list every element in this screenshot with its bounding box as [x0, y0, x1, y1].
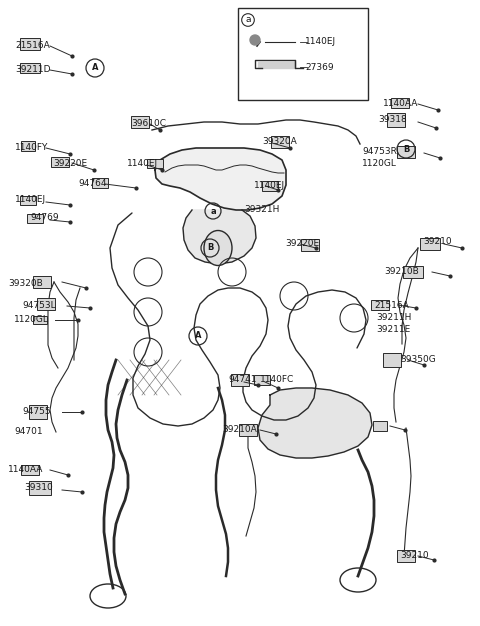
Text: 1140EJ: 1140EJ [127, 158, 158, 168]
Text: A: A [92, 63, 98, 73]
Text: 1140FY: 1140FY [15, 143, 48, 153]
Text: 1140EJ: 1140EJ [305, 38, 336, 46]
Text: 94755: 94755 [22, 408, 50, 416]
Text: 94753R: 94753R [362, 148, 397, 156]
Text: B: B [207, 244, 213, 252]
Bar [301, 239, 319, 251]
Text: 94753L: 94753L [22, 300, 56, 309]
Bar [231, 374, 249, 386]
Bar [391, 98, 409, 108]
Bar [239, 424, 257, 436]
Bar [254, 375, 270, 385]
Text: 39211H: 39211H [376, 314, 411, 322]
Text: 94701: 94701 [14, 428, 43, 436]
Bar [373, 421, 387, 431]
Text: 39220E: 39220E [53, 158, 87, 168]
Polygon shape [183, 210, 256, 264]
Text: 1140FC: 1140FC [260, 376, 294, 384]
Bar [37, 298, 55, 310]
Text: 94769: 94769 [30, 213, 59, 222]
Bar [271, 136, 289, 148]
Text: a: a [210, 207, 216, 215]
Text: 39210: 39210 [400, 552, 429, 560]
Polygon shape [258, 388, 372, 458]
Bar [21, 465, 39, 475]
Text: 21516A: 21516A [15, 41, 50, 51]
Text: 39210B: 39210B [384, 267, 419, 277]
Bar [29, 405, 47, 419]
Circle shape [250, 35, 260, 45]
Bar [20, 63, 40, 73]
Bar [27, 213, 43, 222]
Bar [403, 266, 423, 278]
Text: B: B [403, 145, 409, 153]
Text: 39318: 39318 [378, 116, 407, 125]
Text: 1120GL: 1120GL [362, 160, 397, 168]
Text: 39320B: 39320B [8, 279, 43, 287]
Text: A: A [195, 332, 201, 341]
Bar [397, 146, 415, 158]
Text: 39220E: 39220E [285, 239, 319, 247]
Bar [131, 116, 149, 128]
Ellipse shape [204, 230, 232, 265]
Text: 1140AA: 1140AA [8, 466, 43, 475]
Bar [387, 113, 405, 127]
Text: 39210A: 39210A [222, 426, 257, 434]
Text: 39610C: 39610C [131, 120, 166, 128]
Bar [51, 157, 69, 167]
Bar [371, 300, 389, 310]
Bar [383, 353, 401, 367]
FancyBboxPatch shape [238, 8, 368, 100]
Bar [262, 181, 278, 191]
Polygon shape [258, 62, 295, 68]
Bar [21, 141, 35, 151]
Text: 39210: 39210 [423, 237, 452, 247]
Text: 27369: 27369 [305, 63, 334, 73]
Bar [20, 38, 40, 50]
Text: 39211D: 39211D [15, 66, 50, 74]
Text: a: a [245, 16, 251, 24]
Bar [33, 276, 51, 288]
Text: 39321H: 39321H [244, 205, 279, 215]
Text: 1140EJ: 1140EJ [15, 195, 46, 205]
Text: 39320A: 39320A [262, 138, 297, 146]
Text: 1120GL: 1120GL [14, 316, 49, 324]
Text: 1140AA: 1140AA [383, 98, 419, 108]
Bar [92, 178, 108, 188]
Polygon shape [155, 148, 286, 210]
Text: 39350G: 39350G [400, 356, 436, 364]
Text: 21516A: 21516A [374, 300, 409, 309]
Bar [147, 158, 163, 168]
Bar [397, 550, 415, 562]
Bar [33, 316, 47, 324]
Bar [29, 481, 51, 495]
Bar [20, 195, 36, 205]
Text: 94741: 94741 [228, 376, 256, 384]
Text: 94764: 94764 [78, 180, 107, 188]
Text: 1140EJ: 1140EJ [254, 180, 285, 190]
Text: 39211E: 39211E [376, 326, 410, 334]
Text: 39310: 39310 [24, 483, 53, 493]
Bar [420, 238, 440, 250]
